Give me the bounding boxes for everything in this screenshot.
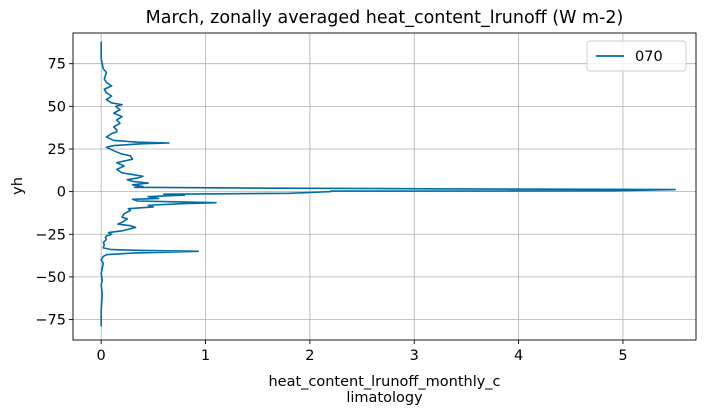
- x-axis-label-line-2: limatology: [346, 390, 423, 406]
- y-tick-label: −25: [35, 227, 66, 243]
- legend: 070: [586, 40, 687, 72]
- x-tick-label: 0: [97, 348, 106, 364]
- x-tick-label: 1: [201, 348, 210, 364]
- x-tick-label: 2: [305, 348, 314, 364]
- y-tick-label: −50: [35, 270, 66, 286]
- y-tick-label: 50: [48, 99, 66, 115]
- x-tick-label: 4: [514, 348, 523, 364]
- chart-title: March, zonally averaged heat_content_lru…: [146, 8, 624, 28]
- y-tick-label: 25: [48, 142, 66, 158]
- series-layer: [100, 41, 676, 327]
- series-line-070: [100, 41, 676, 327]
- x-tick-label: 5: [618, 348, 627, 364]
- y-axis-label: yh: [10, 177, 26, 195]
- x-axis-label-line-1: heat_content_lrunoff_monthly_c: [268, 374, 500, 390]
- legend-box: [586, 40, 687, 72]
- plot-frame: [72, 32, 697, 341]
- y-tick-label: 0: [57, 185, 66, 201]
- x-tick-label: 3: [410, 348, 419, 364]
- x-axis-ticks: 0 1 2 3 4 5: [97, 340, 628, 364]
- y-axis-ticks: −75 −50 −25 0 25 50 75: [35, 57, 73, 329]
- y-tick-label: 75: [48, 57, 66, 73]
- legend-label: 070: [635, 49, 663, 65]
- y-tick-label: −75: [35, 313, 66, 329]
